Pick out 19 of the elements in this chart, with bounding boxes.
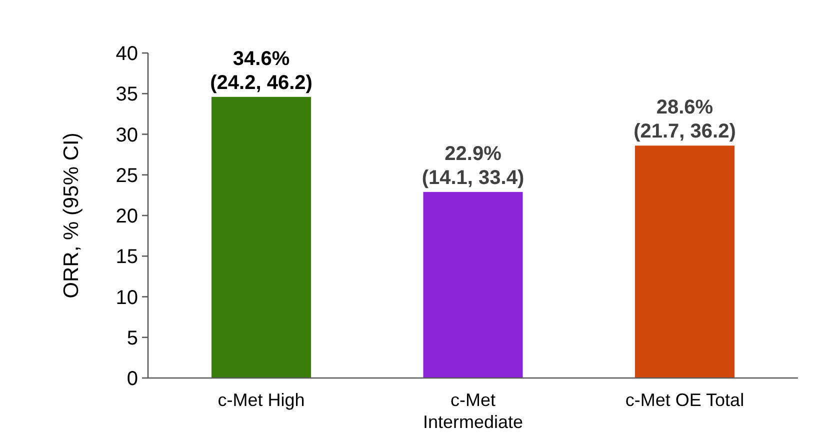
bar [634,146,734,378]
x-tick-label: c-Met OE Total [625,390,744,410]
x-tick-label: c-Met High [218,390,305,410]
data-label: 28.6% (21.7, 36.2) [634,96,736,143]
y-tick-label: 15 [116,246,138,268]
y-tick-label: 0 [126,368,138,390]
y-tick-label: 30 [116,124,138,146]
y-tick-label: 25 [116,164,138,187]
data-label: 22.9% (14.1, 33.4) [422,142,524,189]
y-axis-title: ORR, % (95% CI) [60,132,83,298]
bar [212,96,312,378]
y-tick-label: 35 [116,84,138,106]
y-tick-label: 10 [116,286,138,309]
data-label: 34.6% (24.2, 46.2) [210,48,312,94]
y-tick-label: 20 [116,206,138,228]
y-tick-label: 5 [126,327,138,350]
x-tick-label: c-Met Intermediate [422,390,524,432]
bar [423,192,523,378]
y-tick-label: 40 [116,43,138,65]
